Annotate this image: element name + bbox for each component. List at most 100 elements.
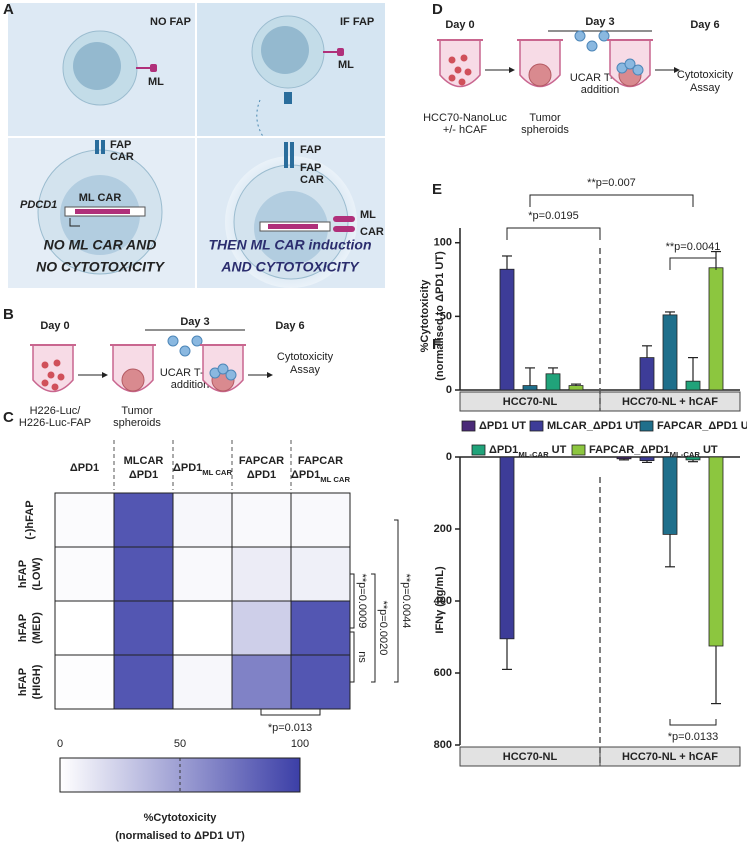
bar — [568, 385, 584, 391]
receptor — [95, 140, 99, 154]
label: spheroids — [521, 124, 569, 136]
day: Day 6 — [275, 320, 304, 332]
heat-cell — [231, 546, 292, 602]
bracket — [350, 631, 355, 683]
label: Assay — [290, 364, 320, 376]
bar — [708, 267, 724, 391]
label: Tumor — [121, 405, 153, 417]
legend-swatch — [639, 420, 654, 432]
t-cell — [167, 335, 179, 347]
panel-a: A NO FAP IF FAP ML FAP CAR PDCD1 ML CAR … — [3, 1, 385, 288]
annotation: *p=0.0195 — [528, 210, 578, 222]
tube — [439, 40, 481, 88]
legend-label: ΔPD1ML-CAR UT — [489, 444, 567, 459]
label: addition — [171, 379, 210, 391]
label: FAP — [110, 139, 131, 151]
annotation: *p=0.013 — [268, 722, 312, 734]
cell — [53, 359, 61, 367]
cell — [51, 383, 59, 391]
arrow-head — [509, 67, 515, 73]
bracket — [371, 573, 376, 683]
bracket — [506, 227, 601, 240]
t-cell — [586, 40, 598, 52]
cell — [47, 371, 55, 379]
panel-label: F — [432, 336, 441, 353]
x-tick-label: HCC70-NL + hCAF — [622, 396, 718, 408]
t-cell — [574, 30, 586, 42]
day: Day 3 — [585, 16, 614, 28]
column-label: MLCAR — [124, 455, 164, 467]
receptor — [290, 142, 294, 168]
legend-swatch — [471, 444, 486, 456]
t-cell — [179, 345, 191, 357]
t-cell — [598, 30, 610, 42]
annotation: **p=0.0009 — [356, 574, 368, 629]
annotation: **p=0.0020 — [377, 601, 389, 656]
gene — [75, 209, 130, 214]
t-cell — [225, 369, 237, 381]
label: Tumor — [529, 112, 561, 124]
label: ML CAR — [79, 192, 122, 204]
day: Day 3 — [180, 316, 209, 328]
column-label: ΔPD1 — [70, 462, 99, 474]
outcome: NO ML CAR AND — [44, 237, 157, 253]
bar — [685, 456, 701, 461]
annotation: **p=0.0041 — [666, 241, 721, 253]
day: Day 6 — [690, 19, 719, 31]
label: Assay — [690, 82, 720, 94]
heat-cell — [172, 546, 233, 602]
bracket — [394, 519, 399, 683]
legend-label-sub: ML-CAR — [670, 450, 701, 459]
heat-cell — [172, 654, 233, 710]
column-label: ΔPD1 — [129, 469, 158, 481]
bar — [616, 456, 632, 460]
column-label: ΔPD1ML CAR — [291, 469, 351, 484]
legend-label-sub: ML-CAR — [518, 450, 549, 459]
row-label: (MED) — [31, 612, 43, 644]
colorbar-label: (normalised to ΔPD1 UT) — [115, 830, 245, 842]
label: CAR — [360, 226, 384, 238]
heat-cell — [290, 654, 351, 710]
outcome: AND CYTOTOXICITY — [220, 259, 360, 275]
outcome: NO CYTOTOXICITY — [36, 259, 165, 275]
legend-swatch — [571, 444, 586, 456]
bracket — [669, 719, 717, 726]
arrow — [256, 99, 265, 139]
annotation: *p=0.0133 — [668, 731, 718, 743]
bar — [662, 456, 678, 535]
annotation: ns — [356, 651, 368, 663]
y-tick-label: 200 — [434, 523, 452, 535]
nucleus — [73, 42, 121, 90]
bracket — [350, 573, 355, 629]
column-label-sub: ML CAR — [202, 468, 232, 477]
label: Cytotoxicity — [277, 351, 334, 363]
panel-label: A — [3, 1, 14, 18]
colorbar-tick-label: 100 — [291, 738, 309, 750]
legend-swatch — [529, 420, 544, 432]
legend-label-part: UT — [552, 444, 567, 456]
panel-label: E — [432, 181, 442, 198]
outcome: THEN ML CAR induction — [208, 237, 371, 253]
column-label-part: ΔPD1 — [173, 462, 202, 474]
column-label-sub: ML CAR — [320, 475, 350, 484]
column-label-part: ΔPD1 — [291, 469, 320, 481]
heat-cell — [54, 600, 115, 656]
bar — [499, 456, 515, 640]
label: CAR — [300, 174, 324, 186]
arrow-head — [102, 372, 108, 378]
row-label: hFAP — [17, 668, 29, 696]
column-label: FAPCAR — [239, 455, 284, 467]
y-tick-label: 600 — [434, 667, 452, 679]
bar — [499, 268, 515, 391]
legend-label: FAPCAR_ΔPD1ML-CAR UT — [589, 444, 718, 459]
heat-cell — [290, 600, 351, 656]
panel-b: B Day 0 Day 3 Day 6 H226-Luc/ H226-Luc-F… — [3, 306, 334, 429]
heat-cell — [54, 492, 115, 548]
y-axis-label: (normalised to ΔPD1 UT) — [434, 251, 446, 381]
x-tick-label: HCC70-NL — [503, 751, 558, 763]
bar — [662, 314, 678, 391]
ligand — [337, 48, 344, 56]
row-label: (HIGH) — [31, 664, 43, 699]
column-label: ΔPD1 — [247, 469, 276, 481]
